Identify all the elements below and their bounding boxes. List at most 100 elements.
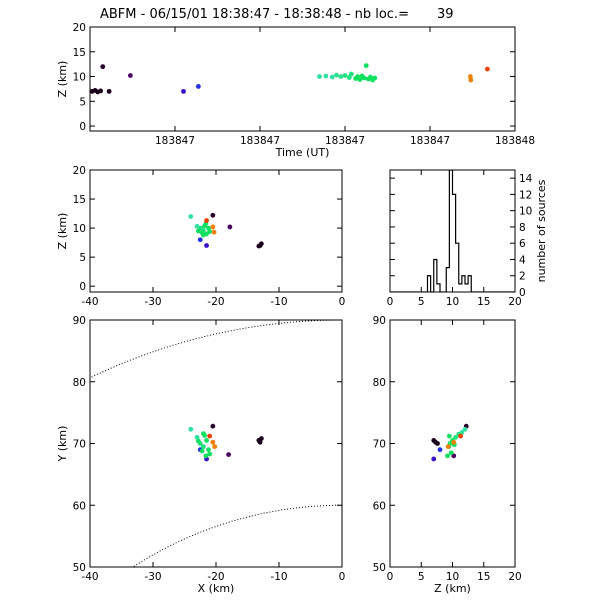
title-count: 39	[437, 7, 454, 22]
source-point	[227, 224, 233, 230]
height_y-xtick-label: 15	[477, 571, 490, 583]
source-point	[210, 212, 216, 218]
source-point	[329, 74, 335, 80]
source-point	[206, 447, 211, 453]
source-point	[338, 74, 344, 79]
plan_view-xlabel: X (km)	[198, 582, 235, 595]
height_y-ytick-label: 60	[373, 500, 386, 512]
height_histogram-ytick-label: 14	[519, 173, 533, 185]
height-y-panel: 0 5 10 15 20 50 60 70 80 90 Z (km)	[373, 315, 522, 595]
source-point	[431, 456, 437, 462]
time_height-ytick-label: 0	[79, 121, 86, 133]
source-point	[458, 433, 464, 439]
height_histogram-xtick-label: 15	[477, 296, 490, 308]
source-point	[323, 73, 329, 79]
height_y-xtick-label: 20	[508, 571, 521, 583]
plan-view-panel: -40 -30 -20 -10 0 50 60 70 80 90 X (km) Y (km)	[56, 315, 346, 595]
source-point	[363, 63, 369, 69]
height_histogram-plot-area	[390, 170, 515, 292]
plan_view-xtick-label: -30	[144, 571, 161, 583]
source-point	[317, 74, 322, 79]
source-point	[194, 223, 200, 229]
source-point	[210, 423, 216, 429]
time_height-ytick-label: 10	[73, 72, 86, 84]
source-point	[207, 433, 213, 439]
source-point	[435, 441, 440, 446]
range-ring	[132, 504, 342, 567]
time_height-xtick-label: 183848	[495, 135, 535, 147]
height_histogram-xtick-label: 5	[418, 296, 425, 308]
height_histogram-ytick-label: 6	[519, 238, 526, 250]
time_height-frame	[89, 26, 516, 132]
histogram-outline	[390, 170, 515, 292]
plan_view-ytick-label: 50	[73, 562, 86, 574]
source-point	[346, 75, 352, 80]
source-point	[181, 88, 186, 94]
height_y-ytick-label: 50	[373, 562, 386, 574]
source-point	[195, 84, 201, 89]
time_height-xtick-label: 183847	[410, 135, 450, 147]
x_height-ytick-label: 10	[73, 223, 86, 235]
source-point	[445, 453, 450, 459]
height_histogram-ytick-label: 10	[519, 206, 532, 218]
source-point	[342, 73, 348, 78]
height_y-xtick-label: 5	[418, 571, 425, 583]
source-point	[212, 444, 218, 449]
time_height-ytick-label: 5	[79, 96, 86, 108]
plan_view-xtick-label: -10	[270, 571, 287, 583]
height_histogram-ytick-label: 8	[519, 222, 526, 234]
source-point	[201, 232, 206, 238]
source-point	[100, 64, 106, 70]
height_y-xlabel: Z (km)	[434, 582, 471, 595]
source-point	[194, 434, 200, 440]
title-sep1: -	[137, 7, 150, 22]
range-ring	[90, 320, 342, 379]
figure-title: ABFM - 06/15/01 18:38:47 - 18:38:48 - nb …	[100, 7, 454, 22]
plan_view-ytick-label: 80	[73, 377, 86, 389]
plan_view-xtick-label: 0	[339, 571, 346, 583]
height_y-xtick-label: 10	[446, 571, 459, 583]
height_y-ytick-label: 70	[373, 439, 386, 451]
source-point	[451, 439, 457, 445]
source-point	[361, 75, 367, 81]
source-point	[201, 444, 206, 449]
height_histogram-ylabel: number of sources	[535, 179, 548, 282]
height_histogram-ytick-label: 2	[519, 271, 526, 283]
x_height-ytick-label: 5	[79, 252, 86, 264]
source-point	[195, 438, 201, 444]
source-point	[210, 439, 216, 445]
title-start: 18:38:47	[212, 7, 270, 22]
title-date: 06/15/01	[149, 7, 207, 22]
x_height-ytick-label: 20	[73, 165, 86, 177]
title-sep3: -	[342, 7, 355, 22]
source-point	[445, 444, 451, 449]
source-point	[357, 77, 363, 82]
source-point	[204, 438, 209, 443]
time_height-ytick-label: 15	[73, 47, 86, 59]
x_height-xtick-label: -30	[144, 296, 161, 308]
source-point	[468, 77, 474, 83]
height_y-plot-area	[431, 423, 469, 462]
height_y-ytick-label: 90	[373, 315, 386, 327]
height_histogram-xtick-label: 10	[446, 296, 459, 308]
plan_view-xtick-label: -20	[207, 571, 224, 583]
source-point	[256, 243, 262, 249]
source-point	[211, 229, 217, 235]
source-point	[462, 426, 468, 432]
height_y-xtick-label: 0	[387, 571, 394, 583]
plan_view-ytick-label: 70	[73, 439, 86, 451]
source-point	[127, 73, 133, 78]
height_y-ytick-label: 80	[373, 377, 386, 389]
source-point	[446, 433, 452, 439]
plan_view-ytick-label: 90	[73, 315, 86, 327]
title-sep2: -	[270, 7, 283, 22]
title-end: 18:38:48	[283, 7, 341, 22]
plan_view-frame	[89, 319, 343, 568]
plan_view-ylabel: Y (km)	[56, 426, 69, 463]
source-point	[372, 75, 378, 81]
source-point	[188, 214, 194, 219]
x_height-xtick-label: -40	[81, 296, 98, 308]
source-point	[348, 71, 354, 77]
